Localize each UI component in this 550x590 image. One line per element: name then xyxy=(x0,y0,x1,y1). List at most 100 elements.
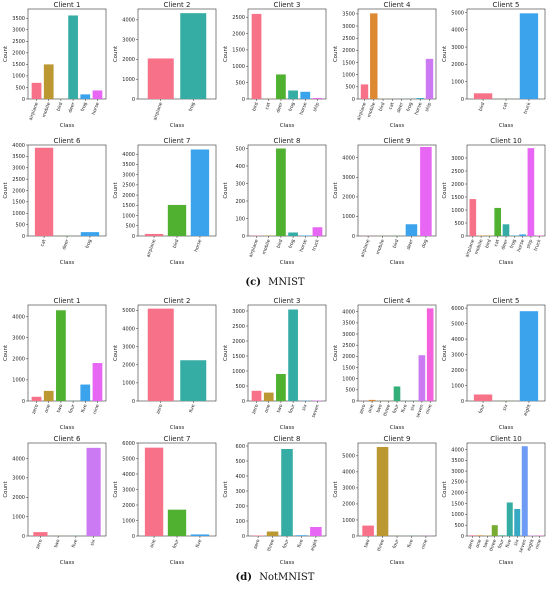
x-axis-label: Class xyxy=(499,560,514,566)
y-tick-label: 0 xyxy=(242,97,245,103)
y-tick-label: 4000 xyxy=(342,156,355,162)
panel-title: Client 3 xyxy=(274,297,301,305)
y-tick-label: 2500 xyxy=(342,343,355,349)
y-tick-label: 1000 xyxy=(12,211,25,217)
y-tick-label: 500 xyxy=(345,388,355,394)
y-tick-label: 2500 xyxy=(232,324,245,330)
y-tick-label: 1000 xyxy=(342,214,355,220)
y-tick-label: 1000 xyxy=(342,376,355,382)
x-axis-label: Class xyxy=(499,123,514,129)
caption-notmnist-label: (d) xyxy=(236,572,252,583)
bar-frog xyxy=(288,233,298,237)
x-tick-label: airplane xyxy=(145,238,157,258)
panel-title: Client 5 xyxy=(493,297,520,305)
y-axis-label: Count xyxy=(3,344,9,361)
x-tick-label: airplane xyxy=(248,238,260,258)
bar-one xyxy=(369,400,376,401)
y-tick-label: 0 xyxy=(352,97,355,103)
y-tick-label: 2000 xyxy=(451,62,464,68)
panel-title: Client 6 xyxy=(54,435,81,443)
y-tick-label: 1000 xyxy=(122,77,135,83)
x-tick-label: zero xyxy=(251,403,260,414)
y-tick-label: 1000 xyxy=(451,383,464,389)
x-tick-label: horse xyxy=(299,238,309,252)
plot-frame xyxy=(248,305,326,401)
panel-17: Client 70100020003000400050006000Counton… xyxy=(113,435,216,566)
bar-airplane xyxy=(32,83,42,99)
x-tick-label: four xyxy=(392,539,401,550)
x-tick-label: mobile xyxy=(41,101,52,118)
y-tick-label: 1000 xyxy=(122,381,135,387)
x-axis-label: Class xyxy=(390,560,405,566)
bar-nine xyxy=(427,308,434,401)
bar-six xyxy=(514,509,520,536)
panel-4: Client 40500100015002000250030003500Coun… xyxy=(333,1,436,129)
bar-deer xyxy=(406,224,418,236)
bar-zero xyxy=(32,397,42,401)
x-axis-label: Class xyxy=(170,560,185,566)
panel-1: Client 10500100015002000250030003500Coun… xyxy=(3,1,106,129)
x-tick-label: deer xyxy=(67,102,76,114)
bar-frog xyxy=(180,13,206,99)
y-tick-label: 2000 xyxy=(342,502,355,508)
panel-15: Client 50100020003000400050006000Countfo… xyxy=(442,297,545,431)
x-tick-label: airplane xyxy=(152,101,164,121)
caption-mnist-label: (c) xyxy=(245,277,261,288)
y-tick-label: 1000 xyxy=(342,72,355,78)
x-tick-label: frog xyxy=(85,239,94,250)
y-axis-label: Count xyxy=(113,45,119,62)
bar-bird xyxy=(252,14,262,99)
panel-6: Client 605001000150020002500300035004000… xyxy=(3,137,106,266)
bar-horse xyxy=(300,92,310,99)
bar-six xyxy=(87,448,101,536)
bar-zero xyxy=(252,391,262,401)
y-tick-label: 2000 xyxy=(451,182,464,188)
y-tick-label: 2000 xyxy=(342,48,355,54)
y-tick-label: 3000 xyxy=(451,45,464,51)
y-tick-label: 500 xyxy=(235,80,245,86)
y-tick-label: 1500 xyxy=(342,365,355,371)
y-tick-label: 1500 xyxy=(232,354,245,360)
x-tick-label: ship xyxy=(525,239,534,250)
y-tick-label: 2000 xyxy=(12,357,25,363)
y-tick-label: 5000 xyxy=(342,454,355,460)
y-tick-label: 0 xyxy=(22,234,25,240)
x-tick-label: bird xyxy=(251,102,260,113)
x-tick-label: nine xyxy=(534,538,543,550)
bar-frog xyxy=(80,94,90,99)
x-tick-label: cat xyxy=(388,101,396,110)
y-tick-label: 3000 xyxy=(122,487,135,493)
x-tick-label: zero xyxy=(155,403,164,414)
x-axis-label: Class xyxy=(60,425,75,431)
y-tick-label: 5000 xyxy=(122,456,135,462)
panel-title: Client 2 xyxy=(164,1,191,9)
y-tick-label: 500 xyxy=(15,222,25,228)
y-tick-label: 4000 xyxy=(12,143,25,149)
y-tick-label: 500 xyxy=(345,85,355,91)
y-tick-label: 100 xyxy=(235,216,245,222)
bar-ship xyxy=(528,148,535,236)
y-tick-label: 0 xyxy=(242,534,245,540)
y-tick-label: 100 xyxy=(235,519,245,525)
y-tick-label: 1000 xyxy=(122,518,135,524)
x-tick-label: seven xyxy=(311,404,320,419)
y-tick-label: 6000 xyxy=(451,306,464,312)
bar-eight xyxy=(520,311,538,401)
bar-nine xyxy=(93,363,103,401)
x-axis-label: Class xyxy=(60,260,75,266)
x-tick-label: four xyxy=(497,539,506,550)
x-tick-label: bird xyxy=(484,239,493,250)
y-axis-label: Count xyxy=(442,480,448,497)
y-tick-label: 0 xyxy=(352,399,355,405)
y-tick-label: 400 xyxy=(235,164,245,170)
y-tick-label: 1500 xyxy=(12,62,25,68)
y-tick-label: 2000 xyxy=(232,31,245,37)
bar-four xyxy=(474,394,492,401)
x-tick-label: deer xyxy=(500,239,509,251)
x-tick-label: deer xyxy=(61,239,70,251)
